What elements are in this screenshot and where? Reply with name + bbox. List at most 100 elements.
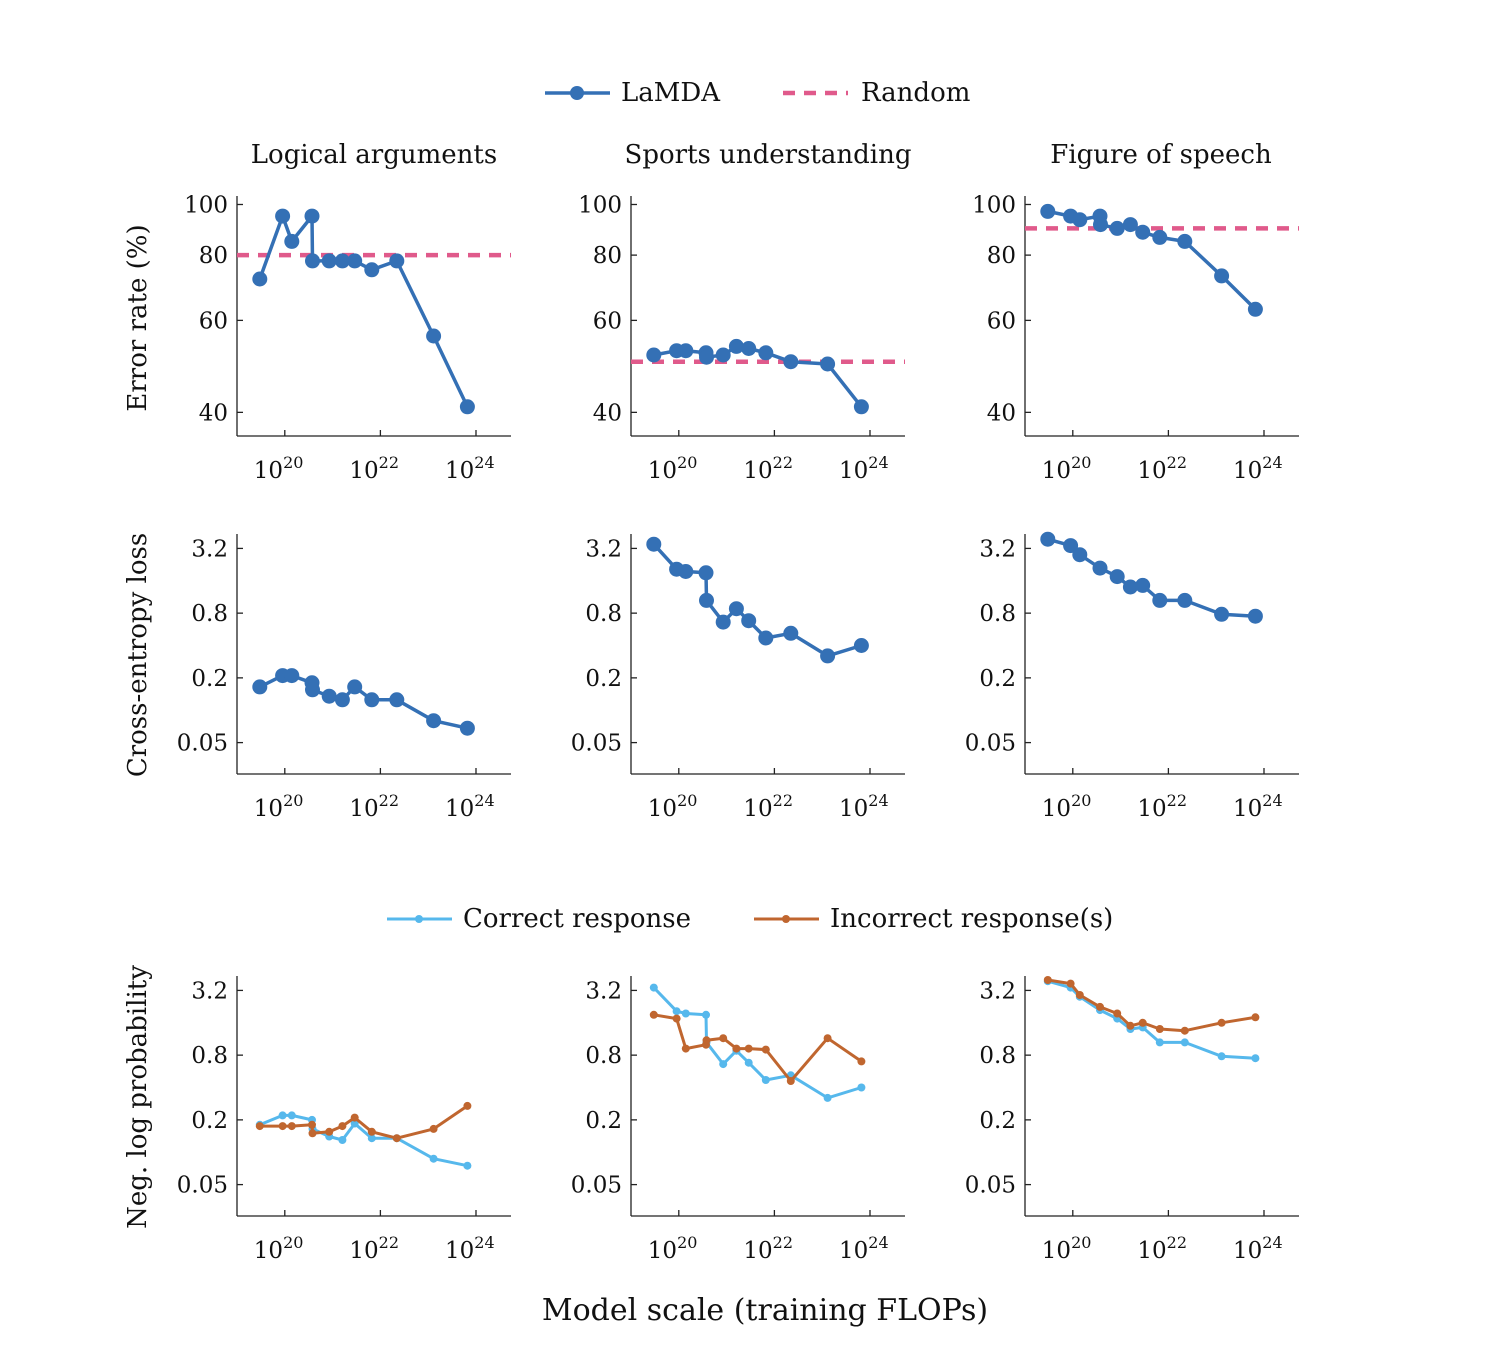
data-point-lamda	[741, 341, 757, 356]
data-point-correct-response	[350, 1119, 359, 1128]
y-tick-label: 3.2	[191, 978, 228, 1004]
data-point-lamda	[305, 682, 320, 698]
data-point-lamda	[284, 668, 300, 684]
x-axis-label: Model scale (training FLOPs)	[542, 1293, 988, 1328]
data-point-lamda	[699, 592, 714, 608]
data-point-lamda	[426, 713, 442, 729]
data-point-lamda	[284, 233, 300, 249]
data-point-lamda	[783, 354, 799, 370]
data-point-lamda	[1063, 538, 1079, 554]
series-incorrect-response-s	[1043, 976, 1260, 1035]
data-point-incorrect-response-s	[1043, 976, 1052, 984]
y-tick-label: 60	[987, 308, 1016, 334]
data-point-lamda	[678, 343, 694, 359]
data-point-lamda	[853, 399, 869, 415]
data-point-correct-response	[761, 1076, 770, 1084]
data-point-incorrect-response-s	[732, 1044, 741, 1053]
data-point-incorrect-response-s	[287, 1122, 296, 1131]
data-point-correct-response	[1180, 1038, 1189, 1047]
legend-top: LaMDA Random	[545, 78, 970, 108]
y-tick-label: 80	[199, 243, 228, 269]
y-tick-label: 3.2	[585, 536, 622, 562]
y-tick-label: 3.2	[585, 978, 622, 1004]
data-point-incorrect-response-s	[367, 1127, 376, 1136]
x-tick-label: 1022	[743, 453, 793, 484]
x-tick-label: 1022	[1137, 1233, 1187, 1264]
data-point-lamda	[321, 688, 337, 704]
panel-title-figure-of-speech: Figure of speech	[1050, 140, 1272, 170]
row-label-cross-entropy: Cross-entropy loss	[123, 533, 153, 777]
y-tick-label: 3.2	[979, 536, 1016, 562]
y-tick-label: 0.2	[191, 666, 228, 692]
y-tick-label: 0.8	[585, 601, 622, 627]
chart-panel-2: 40 60 80 100 1020 1022 1024	[578, 192, 905, 484]
y-tick-label: 60	[199, 308, 228, 334]
data-point-incorrect-response-s	[786, 1077, 795, 1085]
data-point-lamda	[1135, 577, 1151, 593]
data-point-lamda	[364, 692, 380, 708]
data-point-lamda	[758, 630, 774, 646]
data-point-lamda	[252, 271, 268, 287]
x-tick-label: 1020	[648, 1233, 698, 1264]
x-tick-label: 1024	[445, 453, 495, 484]
x-tick-label: 1024	[445, 1233, 495, 1264]
x-tick-label: 1024	[839, 1233, 889, 1264]
data-point-correct-response	[672, 1007, 681, 1016]
y-tick-label: 0.8	[191, 601, 228, 627]
y-tick-label: 0.8	[979, 1043, 1016, 1069]
y-tick-label: 0.2	[585, 666, 622, 692]
y-tick-label: 40	[199, 400, 228, 426]
data-point-lamda	[321, 253, 337, 269]
y-tick-label: 60	[593, 308, 622, 334]
data-point-lamda	[334, 692, 350, 708]
data-point-lamda	[853, 638, 869, 653]
data-point-lamda	[1177, 233, 1193, 249]
series-correct-response	[255, 1111, 472, 1170]
legend-incorrect-marker	[782, 915, 790, 923]
series-lamda	[646, 338, 869, 415]
data-point-incorrect-response-s	[350, 1113, 359, 1122]
y-tick-label: 0.8	[191, 1043, 228, 1069]
data-point-correct-response	[681, 1009, 690, 1018]
data-point-lamda	[426, 328, 442, 344]
data-point-lamda	[1093, 217, 1108, 233]
data-point-lamda	[364, 262, 380, 278]
data-point-incorrect-response-s	[857, 1057, 866, 1066]
chart-panels: 40 60 80 100 1020 1022 1024 40 60 80 100 1020 1022 10…	[177, 192, 1299, 1264]
x-tick-label: 1022	[743, 791, 793, 822]
series-incorrect-response-s	[255, 1101, 472, 1143]
data-point-lamda	[389, 253, 405, 269]
legend-lamda-marker	[570, 86, 584, 100]
data-point-correct-response	[823, 1093, 832, 1102]
x-tick-label: 1024	[1233, 1233, 1283, 1264]
data-point-incorrect-response-s	[308, 1120, 316, 1129]
data-point-lamda	[1135, 224, 1151, 240]
data-point-incorrect-response-s	[278, 1122, 287, 1131]
data-point-incorrect-response-s	[338, 1122, 347, 1131]
data-point-correct-response	[719, 1060, 728, 1069]
data-point-lamda	[459, 720, 475, 736]
x-tick-label: 1020	[648, 453, 698, 484]
series-incorrect-response-s	[649, 1010, 866, 1085]
y-tick-label: 0.05	[965, 1173, 1016, 1199]
data-point-correct-response	[278, 1111, 287, 1120]
y-tick-label: 0.05	[571, 1173, 622, 1199]
x-tick-label: 1022	[349, 453, 399, 484]
series-lamda	[252, 208, 475, 415]
data-point-lamda	[1247, 608, 1263, 624]
data-point-lamda	[1247, 301, 1263, 317]
y-tick-label: 0.05	[177, 731, 228, 757]
data-point-lamda	[758, 345, 774, 361]
data-point-correct-response	[287, 1111, 296, 1120]
data-point-correct-response	[1155, 1038, 1164, 1047]
data-point-lamda	[1152, 592, 1168, 608]
data-point-lamda	[699, 349, 714, 365]
data-point-correct-response	[338, 1136, 347, 1144]
y-tick-label: 3.2	[191, 536, 228, 562]
data-point-correct-response	[702, 1010, 710, 1019]
data-point-incorrect-response-s	[463, 1101, 472, 1110]
panel-title-logical-arguments: Logical arguments	[251, 140, 497, 170]
data-point-incorrect-response-s	[429, 1124, 438, 1133]
data-point-incorrect-response-s	[1251, 1013, 1260, 1022]
data-point-lamda	[783, 625, 799, 641]
